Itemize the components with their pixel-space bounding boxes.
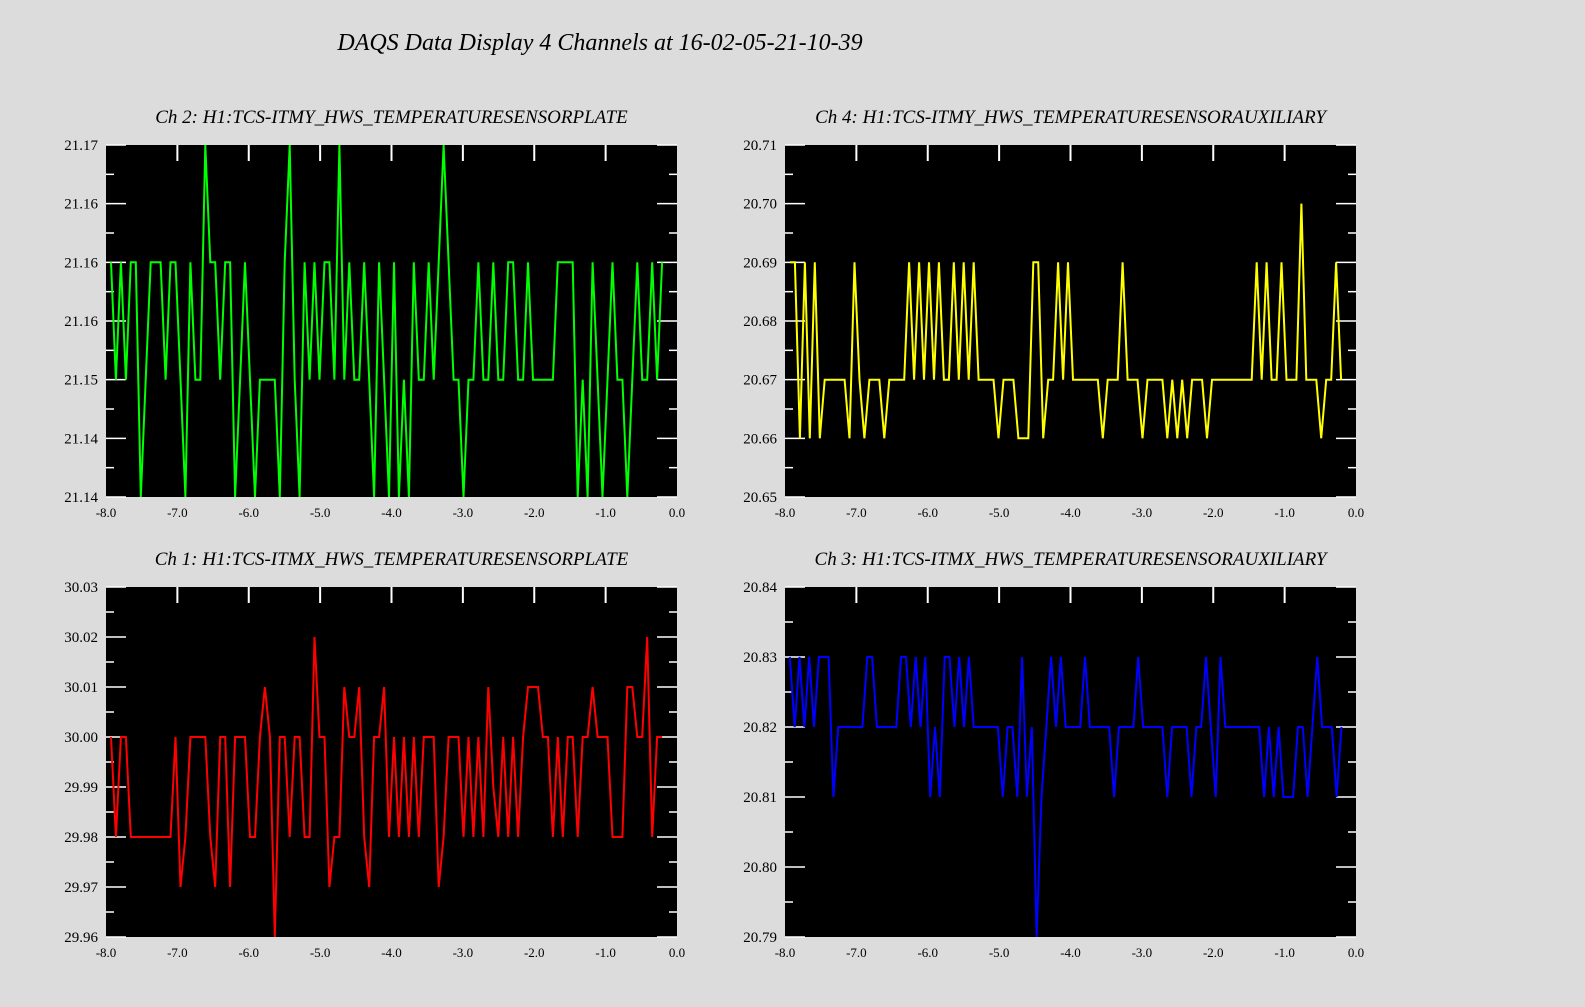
x-tick-label: -8.0 xyxy=(96,505,117,520)
x-tick-label: -1.0 xyxy=(1274,945,1295,960)
series-line xyxy=(790,203,1343,440)
y-tick-label: 20.81 xyxy=(743,790,777,806)
page-title: DAQS Data Display 4 Channels at 16-02-05… xyxy=(337,30,863,56)
x-tick-label: -3.0 xyxy=(1132,945,1153,960)
y-tick-label: 20.66 xyxy=(743,431,777,447)
y-tick-label: 21.16 xyxy=(64,255,98,271)
y-tick-label: 21.14 xyxy=(64,490,98,506)
y-tick-label: 20.80 xyxy=(743,860,777,876)
x-tick-label: -1.0 xyxy=(1274,505,1295,520)
x-tick-label: -8.0 xyxy=(96,945,117,960)
y-tick-label: 29.97 xyxy=(64,880,98,896)
x-tick-label: -2.0 xyxy=(524,505,545,520)
x-tick-label: -7.0 xyxy=(167,945,188,960)
x-tick-label: -5.0 xyxy=(989,945,1010,960)
x-tick-label: 0.0 xyxy=(669,945,685,960)
x-tick-label: -4.0 xyxy=(381,945,402,960)
x-tick-label: -8.0 xyxy=(775,505,796,520)
y-tick-label: 30.01 xyxy=(64,680,98,696)
x-tick-label: -3.0 xyxy=(1132,505,1153,520)
x-tick-label: -7.0 xyxy=(167,505,188,520)
x-tick-label: -7.0 xyxy=(846,505,867,520)
x-tick-label: -5.0 xyxy=(989,505,1010,520)
x-tick-label: -1.0 xyxy=(595,945,616,960)
x-tick-label: 0.0 xyxy=(1348,505,1364,520)
x-tick-label: -3.0 xyxy=(453,945,474,960)
y-tick-label: 20.71 xyxy=(743,138,777,154)
y-tick-label: 20.83 xyxy=(743,650,777,666)
y-tick-label: 30.03 xyxy=(64,580,98,596)
chart-title: Ch 2: H1:TCS-ITMY_HWS_TEMPERATURESENSORP… xyxy=(155,107,628,128)
y-tick-label: 20.68 xyxy=(743,314,777,330)
x-tick-label: -7.0 xyxy=(846,945,867,960)
chart-title: Ch 3: H1:TCS-ITMX_HWS_TEMPERATURESENSORA… xyxy=(815,549,1329,570)
y-tick-label: 21.17 xyxy=(64,138,98,154)
y-tick-label: 20.70 xyxy=(743,197,777,213)
y-tick-label: 21.16 xyxy=(64,197,98,213)
chart-panel-2: Ch 4: H1:TCS-ITMY_HWS_TEMPERATURESENSORA… xyxy=(743,107,1364,520)
x-tick-label: -6.0 xyxy=(238,945,259,960)
chart-title: Ch 1: H1:TCS-ITMX_HWS_TEMPERATURESENSORP… xyxy=(155,549,629,570)
y-tick-label: 20.84 xyxy=(743,580,777,596)
y-tick-label: 20.69 xyxy=(743,255,777,271)
x-tick-label: -5.0 xyxy=(310,945,331,960)
x-tick-label: -6.0 xyxy=(238,505,259,520)
chart-panel-3: Ch 1: H1:TCS-ITMX_HWS_TEMPERATURESENSORP… xyxy=(64,549,685,960)
y-tick-label: 29.99 xyxy=(64,780,98,796)
x-tick-label: 0.0 xyxy=(1348,945,1364,960)
y-tick-label: 20.82 xyxy=(743,720,777,736)
x-tick-label: -2.0 xyxy=(524,945,545,960)
x-tick-label: -8.0 xyxy=(775,945,796,960)
x-tick-label: -1.0 xyxy=(595,505,616,520)
x-tick-label: -4.0 xyxy=(1060,505,1081,520)
chart-panel-4: Ch 3: H1:TCS-ITMX_HWS_TEMPERATURESENSORA… xyxy=(743,549,1364,960)
series-line xyxy=(788,656,1343,938)
y-tick-label: 20.65 xyxy=(743,490,777,506)
y-tick-label: 20.79 xyxy=(743,930,777,946)
x-tick-label: -6.0 xyxy=(917,945,938,960)
x-tick-label: -3.0 xyxy=(453,505,474,520)
y-tick-label: 20.67 xyxy=(743,373,777,389)
y-tick-label: 29.98 xyxy=(64,830,98,846)
x-tick-label: 0.0 xyxy=(669,505,685,520)
x-tick-label: -5.0 xyxy=(310,505,331,520)
series-line xyxy=(110,636,663,938)
y-tick-label: 30.02 xyxy=(64,630,98,646)
x-tick-label: -2.0 xyxy=(1203,945,1224,960)
chart-title: Ch 4: H1:TCS-ITMY_HWS_TEMPERATURESENSORA… xyxy=(815,107,1328,128)
y-tick-label: 30.00 xyxy=(64,730,98,746)
x-tick-label: -4.0 xyxy=(381,505,402,520)
plot-area xyxy=(106,587,677,937)
y-tick-label: 21.14 xyxy=(64,431,98,447)
chart-panel-1: Ch 2: H1:TCS-ITMY_HWS_TEMPERATURESENSORP… xyxy=(64,107,685,520)
x-tick-label: -6.0 xyxy=(917,505,938,520)
x-tick-label: -2.0 xyxy=(1203,505,1224,520)
y-tick-label: 29.96 xyxy=(64,930,98,946)
x-tick-label: -4.0 xyxy=(1060,945,1081,960)
y-tick-label: 21.15 xyxy=(64,373,98,389)
y-tick-label: 21.16 xyxy=(64,314,98,330)
series-line xyxy=(110,144,664,498)
